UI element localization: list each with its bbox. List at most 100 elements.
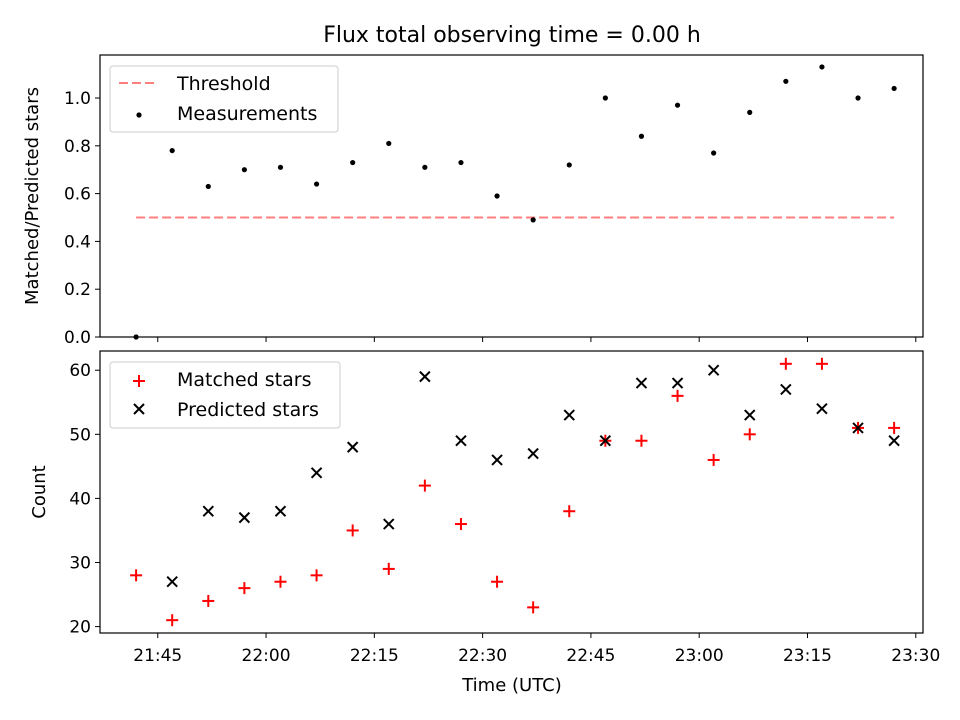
- predicted-star-point: [166, 576, 178, 588]
- legend-threshold-label: Threshold: [176, 73, 271, 95]
- predicted-star-point: [671, 377, 684, 389]
- x-tick-label: 22:00: [242, 646, 291, 666]
- measurement-point: [205, 183, 211, 190]
- legend-measurements-label: Measurements: [177, 103, 317, 125]
- matched-star-point: [563, 505, 576, 518]
- predicted-star-point: [744, 409, 756, 421]
- x-tick-label: 22:30: [458, 646, 507, 666]
- x-tick-label: 23:30: [891, 646, 940, 666]
- ratio-y-tick-label: 0.6: [64, 185, 91, 205]
- legend-matched-label: Matched stars: [177, 369, 311, 391]
- measurement-point: [566, 162, 572, 168]
- predicted-star-point: [707, 364, 720, 376]
- matched-star-point: [238, 582, 251, 595]
- ratio-x-ticks: [157, 337, 917, 342]
- predicted-star-point: [455, 435, 467, 447]
- matched-star-point: [815, 357, 828, 370]
- predicted-star-point: [419, 370, 431, 383]
- ratio-y-tick-label: 0.8: [64, 137, 91, 157]
- chart-title: Flux total observing time = 0.00 h: [323, 23, 701, 48]
- x-tick-label: 23:00: [675, 646, 724, 666]
- matched-star-point: [166, 614, 179, 627]
- predicted-star-point: [238, 511, 251, 524]
- x-tick-label: 23:15: [783, 646, 832, 666]
- ratio-y-tick-label: 0.4: [64, 232, 91, 252]
- predicted-star-point: [780, 383, 792, 396]
- measurement-point: [494, 193, 500, 199]
- count-y-tick-label: 20: [69, 618, 91, 638]
- predicted-star-point: [599, 435, 612, 447]
- x-tick-label: 22:15: [350, 646, 399, 666]
- measurement-point: [422, 164, 428, 170]
- count-y-label: Count: [29, 465, 50, 518]
- measurement-point: [711, 150, 717, 156]
- count-panel: 20 30 40 50 60 21:45 22:00 22:15 22:30 22:45 23:0…: [29, 350, 940, 696]
- matched-star-point: [382, 562, 395, 575]
- x-tick-label: 21:45: [133, 646, 182, 666]
- count-y-tick-label: 40: [69, 489, 91, 509]
- measurement-point: [638, 133, 645, 139]
- measurement-point: [819, 64, 825, 70]
- predicted-star-point: [491, 454, 503, 466]
- matched-star-point: [707, 453, 720, 466]
- matched-star-point: [888, 421, 901, 434]
- ratio-y-ticks: 0.0 0.2 0.4 0.6 0.8 1.0: [64, 89, 100, 348]
- matched-star-point: [418, 479, 431, 492]
- x-tick-label: 22:45: [566, 646, 615, 666]
- predicted-star-point: [888, 435, 900, 447]
- measurement-point: [602, 95, 608, 101]
- matched-star-point: [130, 569, 143, 582]
- count-plot-area: [99, 350, 924, 634]
- legend-matched-swatch: [133, 375, 145, 387]
- predicted-star-point: [383, 518, 395, 530]
- matched-star-point: [454, 518, 467, 531]
- measurement-point: [855, 95, 861, 101]
- count-y-ticks: 20 30 40 50 60: [69, 361, 100, 638]
- measurement-point: [386, 140, 392, 147]
- count-y-tick-label: 60: [69, 361, 91, 381]
- ratio-y-tick-label: 0.0: [64, 328, 91, 348]
- measurement-point: [169, 147, 175, 154]
- legend-measurements-swatch: [136, 112, 142, 118]
- measurement-point: [350, 159, 356, 166]
- ratio-y-tick-label: 0.2: [64, 280, 91, 300]
- predicted-star-point: [563, 409, 575, 421]
- legend-predicted-label: Predicted stars: [177, 399, 319, 421]
- predicted-star-point: [310, 467, 323, 479]
- predicted-star-point: [852, 422, 864, 434]
- count-legend-box: [109, 361, 341, 429]
- predicted-star-point: [346, 441, 359, 453]
- measurement-point: [277, 164, 284, 170]
- matched-star-point: [671, 389, 684, 402]
- predicted-star-point: [816, 402, 828, 415]
- measurement-point: [313, 181, 320, 187]
- count-legend: Matched stars Predicted stars: [109, 361, 341, 429]
- matched-star-point: [743, 428, 756, 441]
- ratio-legend-box: [109, 65, 339, 133]
- ratio-y-tick-label: 1.0: [64, 89, 91, 109]
- predicted-star-point: [635, 377, 648, 389]
- measurement-point: [891, 85, 897, 92]
- ratio-panel: 0.0 0.2 0.4 0.6 0.8 1.0 Matched/Predicted sta…: [22, 54, 924, 348]
- predicted-star-point: [202, 505, 214, 517]
- measurement-point: [530, 217, 536, 223]
- measurement-point: [133, 334, 139, 340]
- measurement-point: [674, 102, 681, 108]
- measurement-point: [241, 167, 247, 173]
- matched-star-point: [274, 575, 287, 588]
- matched-star-point: [779, 357, 792, 370]
- ratio-plot-area: [99, 54, 924, 338]
- count-x-ticks: 21:45 22:00 22:15 22:30 22:45 23:00 23:15 23:30: [133, 633, 940, 666]
- matched-star-point: [635, 434, 648, 447]
- measurement-point: [747, 109, 753, 115]
- x-axis-label: Time (UTC): [461, 675, 562, 696]
- ratio-y-label: Matched/Predicted stars: [22, 87, 43, 305]
- matched-star-point: [310, 569, 323, 582]
- measurement-point: [458, 159, 464, 166]
- count-y-tick-label: 30: [69, 554, 91, 574]
- predicted-star-point: [274, 505, 287, 517]
- matched-star-point: [202, 594, 215, 607]
- measurement-point: [783, 78, 789, 84]
- predicted-star-point: [527, 447, 539, 460]
